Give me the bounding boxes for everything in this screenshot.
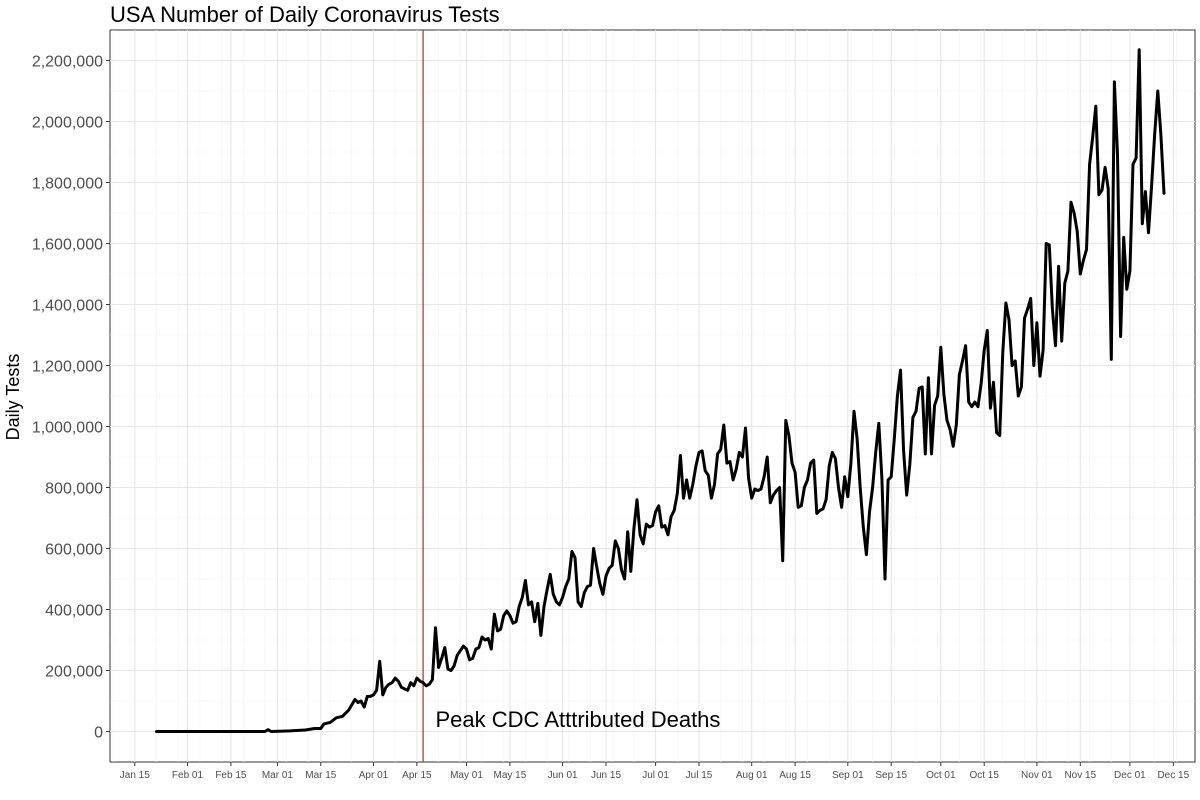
y-tick-label: 0 [94, 725, 103, 742]
x-tick-label: Oct 15 [969, 770, 999, 781]
chart-title: USA Number of Daily Coronavirus Tests [110, 2, 500, 27]
y-axis-title: Daily Tests [3, 354, 23, 441]
y-tick-label: 2,000,000 [32, 115, 103, 132]
x-tick-label: Sep 15 [875, 770, 907, 781]
series-line [155, 48, 1166, 733]
annotation-layer: Peak CDC Atttributed Deaths [436, 707, 721, 732]
x-tick-label: Jan 15 [120, 770, 150, 781]
x-tick-label: Jul 15 [686, 770, 713, 781]
y-tick-label: 600,000 [45, 542, 103, 559]
y-tick-label: 1,000,000 [32, 420, 103, 437]
x-tick-label: Apr 15 [402, 770, 432, 781]
x-tick-label: Mar 15 [305, 770, 337, 781]
x-tick-label: Mar 01 [262, 770, 294, 781]
x-tick-label: Dec 01 [1114, 770, 1146, 781]
series-layer [155, 48, 1166, 733]
x-tick-label: Jun 01 [548, 770, 578, 781]
x-tick-label: Apr 01 [359, 770, 389, 781]
x-tick-label: Sep 01 [832, 770, 864, 781]
x-tick-label: May 01 [450, 770, 483, 781]
x-tick-label: Jul 01 [642, 770, 669, 781]
x-tick-label: May 15 [494, 770, 527, 781]
x-tick-label: Nov 15 [1064, 770, 1096, 781]
annotation-text: Peak CDC Atttributed Deaths [436, 707, 721, 732]
y-tick-label: 800,000 [45, 481, 103, 498]
y-tick-label: 1,600,000 [32, 237, 103, 254]
y-axis-ticks: 0 200,000 400,000 600,000 800,000 1,000,000 1,… [32, 54, 110, 742]
x-tick-label: Dec 15 [1157, 770, 1189, 781]
y-tick-label: 1,400,000 [32, 298, 103, 315]
y-tick-label: 200,000 [45, 664, 103, 681]
grid-lines [110, 30, 1195, 762]
x-tick-label: Feb 01 [172, 770, 204, 781]
x-tick-label: Nov 01 [1021, 770, 1053, 781]
x-tick-label: Aug 01 [736, 770, 768, 781]
x-tick-label: Jun 15 [591, 770, 621, 781]
x-axis-ticks: Jan 15 Feb 01 Feb 15 Mar 01 Mar 15 Apr 01 Apr … [120, 762, 1190, 781]
x-tick-label: Aug 15 [779, 770, 811, 781]
y-tick-label: 1,200,000 [32, 359, 103, 376]
x-tick-label: Feb 15 [215, 770, 247, 781]
y-tick-label: 400,000 [45, 603, 103, 620]
y-tick-label: 2,200,000 [32, 54, 103, 71]
x-tick-label: Oct 01 [926, 770, 956, 781]
y-tick-label: 1,800,000 [32, 176, 103, 193]
